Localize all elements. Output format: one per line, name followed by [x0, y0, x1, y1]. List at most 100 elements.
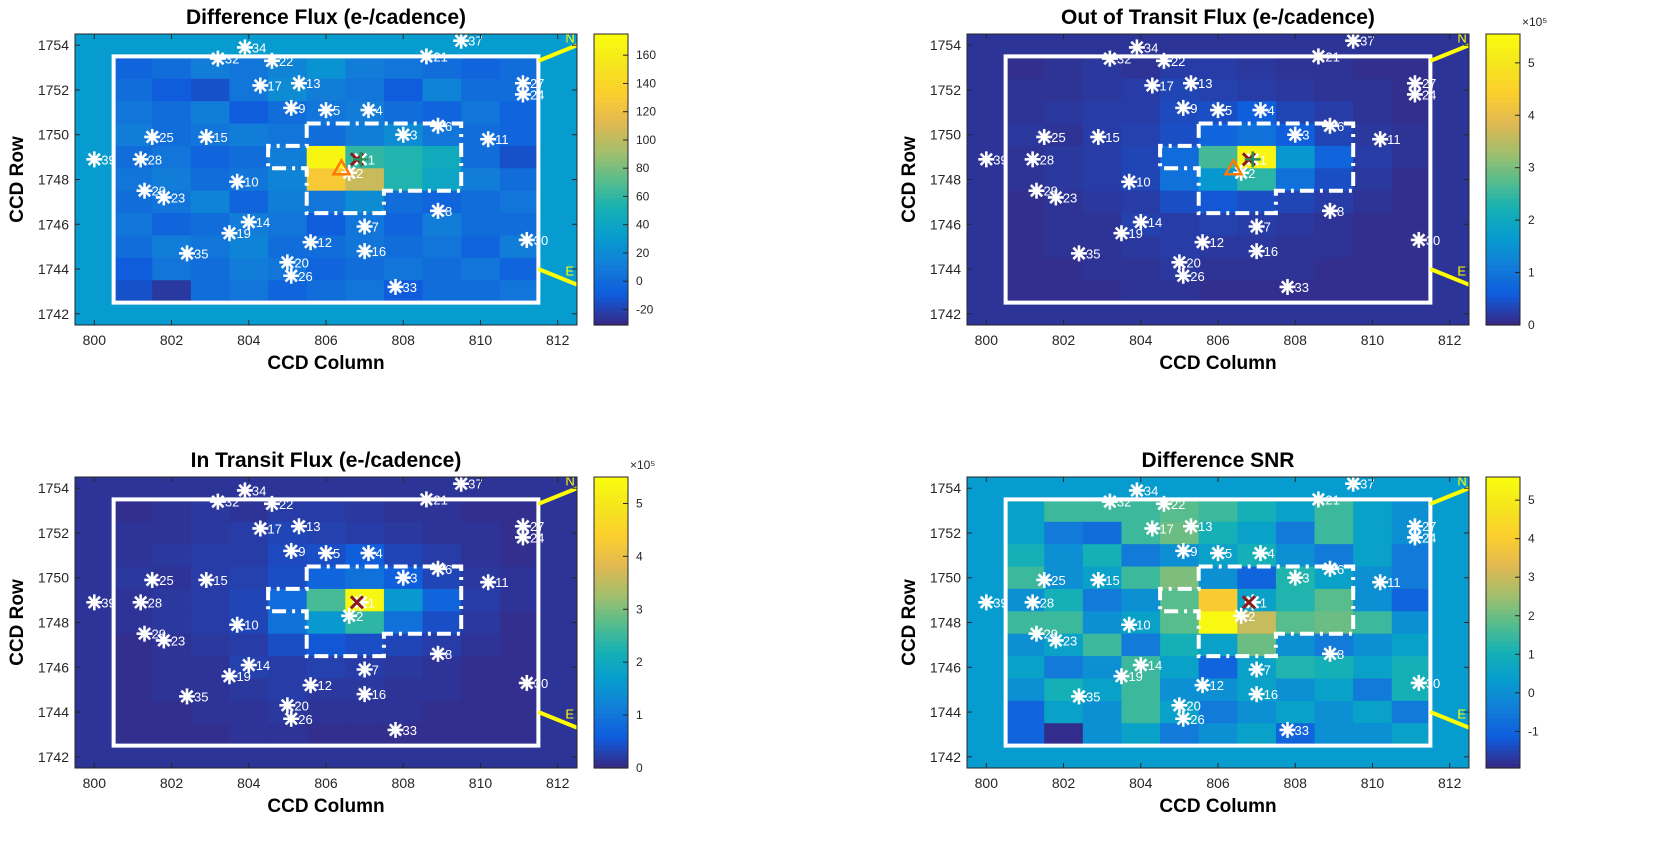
colorbar-swatch — [1486, 70, 1520, 76]
star-label: 15 — [1105, 130, 1119, 145]
heatmap-pixel — [422, 56, 462, 80]
star-ray — [1250, 687, 1264, 701]
heatmap-pixel — [1391, 56, 1431, 80]
heatmap-pixel — [1082, 678, 1122, 702]
colorbar-swatch — [594, 106, 628, 112]
colorbar-swatch — [1486, 224, 1520, 231]
heatmap-pixel — [1275, 499, 1315, 523]
y-tick-label: 1752 — [38, 525, 69, 541]
heatmap-pixel — [152, 566, 192, 590]
heatmap-pixel — [1198, 280, 1238, 304]
heatmap-pixel — [152, 611, 192, 635]
colorbar-swatch — [1486, 504, 1520, 510]
colorbar-swatch — [1486, 590, 1520, 596]
star-ray — [419, 492, 433, 506]
panel-title: Difference SNR — [1142, 449, 1295, 472]
colorbar-swatch — [594, 306, 628, 312]
star-ray — [1145, 521, 1159, 536]
star-ray — [230, 618, 244, 632]
heatmap-pixel — [113, 544, 153, 567]
heatmap-pixel — [1121, 190, 1161, 214]
colorbar-swatch — [1486, 124, 1520, 131]
east-arrow — [537, 710, 577, 730]
colorbar-swatch — [594, 590, 628, 596]
heatmap — [1005, 499, 1431, 747]
heatmap-pixel — [1198, 611, 1238, 635]
star-label: 30 — [534, 233, 548, 248]
heatmap-pixel — [1391, 588, 1431, 612]
colorbar-tick-label: 2 — [1528, 213, 1535, 227]
heatmap-pixel — [152, 280, 192, 304]
colorbar-swatch — [594, 627, 628, 633]
heatmap-pixel — [383, 544, 423, 567]
star-ray — [1172, 255, 1186, 269]
heatmap-pixel — [1160, 656, 1200, 679]
star-ray — [1288, 571, 1302, 585]
star-ray — [1029, 627, 1044, 641]
heatmap-pixel — [1005, 56, 1045, 80]
star-marker: 6 — [429, 560, 452, 577]
x-tick-label: 810 — [1361, 332, 1385, 348]
star-label: 27 — [530, 519, 544, 534]
colorbar-swatch — [594, 206, 628, 212]
star-label: 4 — [1267, 546, 1274, 561]
colorbar-swatch — [1486, 549, 1520, 555]
star-marker: 8 — [1321, 645, 1344, 662]
heatmap-pixel — [422, 123, 462, 147]
x-tick-label: 800 — [975, 332, 999, 348]
star-ray — [137, 627, 152, 641]
heatmap-pixel — [1160, 190, 1200, 214]
star-marker: 10 — [1121, 173, 1151, 190]
star-label: 34 — [252, 483, 266, 498]
star-ray — [1176, 101, 1190, 115]
colorbar-swatch — [594, 667, 628, 674]
star-ray — [1134, 658, 1148, 672]
heatmap-pixel — [1275, 544, 1315, 567]
heatmap-pixel — [152, 521, 192, 545]
heatmap-pixel — [499, 633, 539, 657]
star-label: 16 — [1264, 244, 1278, 259]
star-marker: 7 — [1248, 661, 1271, 678]
star-ray — [516, 87, 530, 102]
heatmap-pixel — [113, 280, 153, 304]
star-ray — [1072, 689, 1086, 703]
heatmap-pixel — [1391, 499, 1431, 523]
heatmap-pixel — [1275, 611, 1315, 635]
star-label: 37 — [1360, 34, 1374, 49]
colorbar-swatch — [594, 563, 628, 569]
heatmap-pixel — [461, 78, 501, 102]
colorbar-swatch — [594, 499, 628, 505]
heatmap-pixel — [229, 123, 269, 147]
colorbar-swatch — [1486, 129, 1520, 135]
star-label: 35 — [194, 689, 208, 704]
colorbar-swatch — [1486, 617, 1520, 624]
x-tick-label: 812 — [546, 332, 570, 348]
heatmap-pixel — [1160, 145, 1200, 169]
star-marker: 37 — [1345, 34, 1375, 49]
heatmap-pixel — [1160, 168, 1200, 192]
heatmap-pixel — [461, 190, 501, 214]
colorbar-swatch — [594, 124, 628, 131]
colorbar-swatch — [594, 677, 628, 683]
y-tick-label: 1750 — [930, 127, 961, 143]
colorbar-swatch — [1486, 197, 1520, 203]
colorbar-swatch — [1486, 279, 1520, 285]
heatmap-pixel — [461, 101, 501, 124]
heatmap-pixel — [113, 257, 153, 281]
colorbar-swatch — [1486, 220, 1520, 226]
colorbar-swatch — [1486, 143, 1520, 149]
heatmap-pixel — [1005, 123, 1045, 147]
star-ray — [1114, 669, 1129, 683]
heatmap-pixel — [1005, 544, 1045, 567]
heatmap-pixel — [1353, 235, 1393, 259]
heatmap-pixel — [1121, 700, 1161, 724]
colorbar-swatch — [594, 508, 628, 514]
heatmap-pixel — [1044, 213, 1084, 236]
heatmap-pixel — [499, 257, 539, 281]
star-label: 28 — [1040, 152, 1054, 167]
star-ray — [284, 712, 298, 726]
heatmap-pixel — [1353, 78, 1393, 102]
colorbar-swatch — [594, 311, 628, 317]
star-marker: 12 — [302, 234, 332, 251]
star-label: 35 — [1086, 246, 1100, 261]
